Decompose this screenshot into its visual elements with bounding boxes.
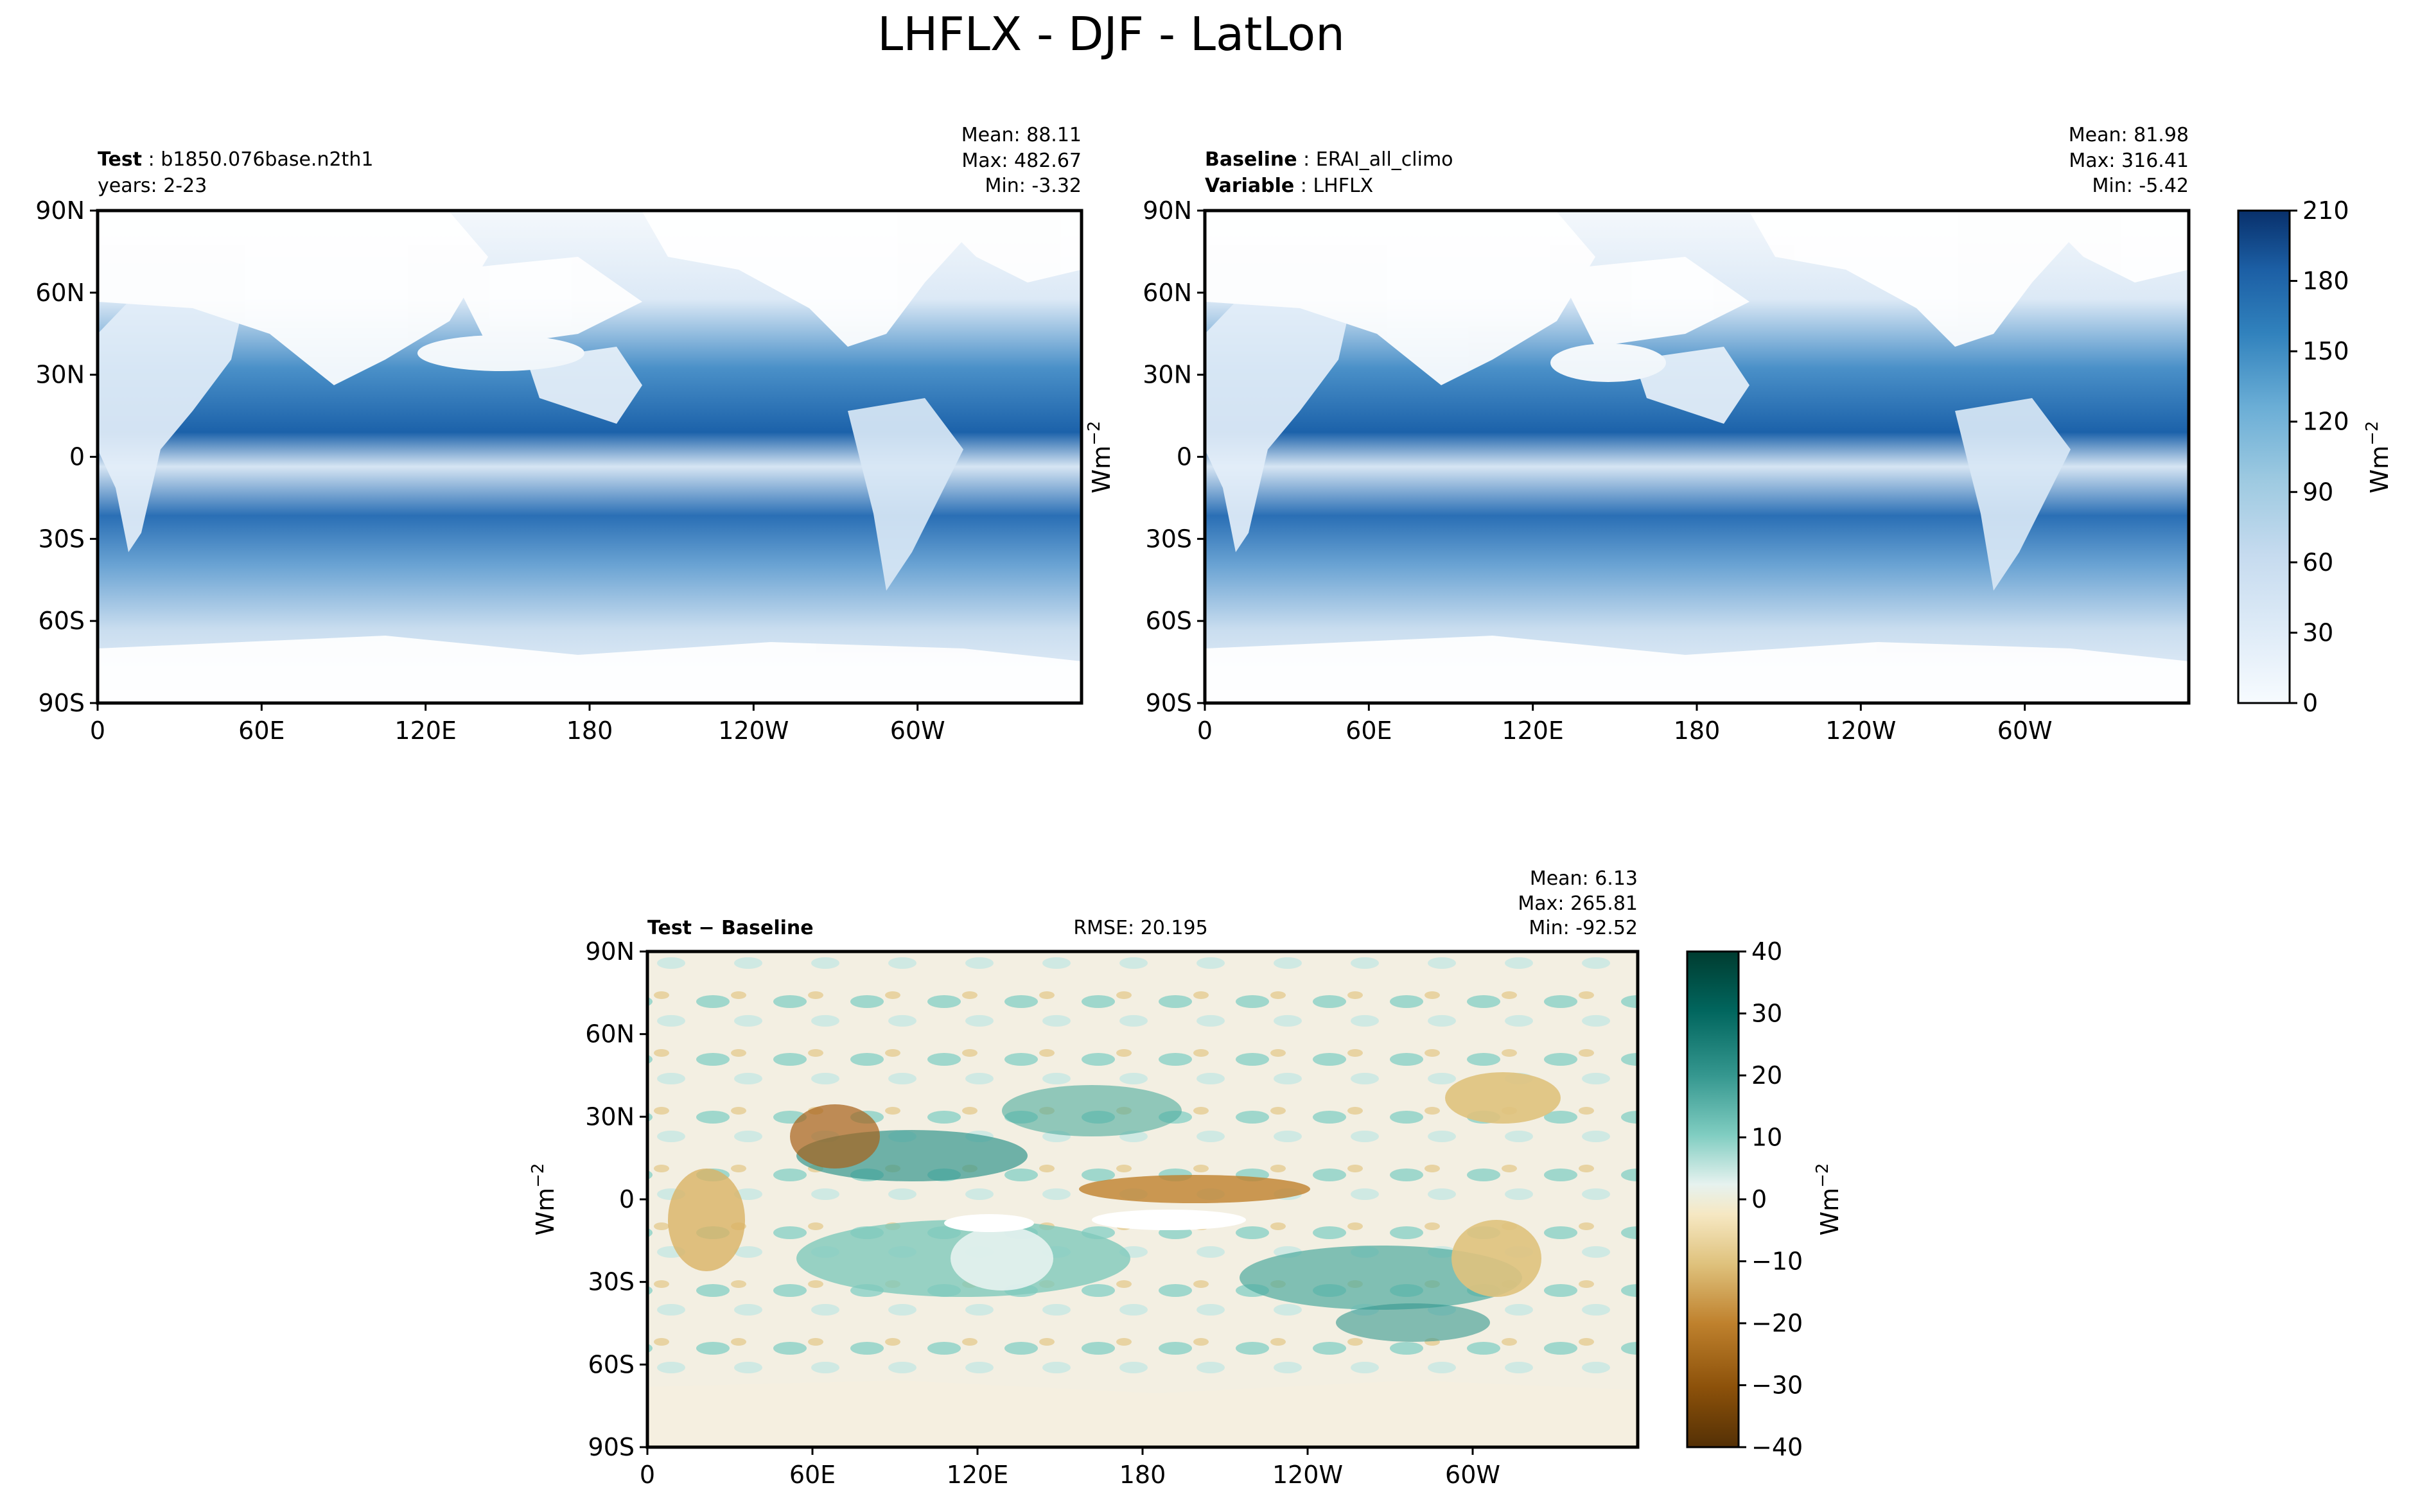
colorbar-tick-label: 30 bbox=[2302, 618, 2333, 647]
colorbar-tick-label: 20 bbox=[1751, 1061, 1782, 1090]
colorbar-tick-label: 10 bbox=[1751, 1124, 1782, 1152]
y-tick-label: 60S bbox=[588, 1350, 635, 1378]
colorbar-tick-label: −10 bbox=[1751, 1247, 1803, 1276]
test-sub-label: years: 2-23 bbox=[98, 175, 207, 197]
x-tick-label: 180 bbox=[1674, 717, 1721, 745]
figure-title: LHFLX - DJF - LatLon bbox=[877, 7, 1345, 61]
x-tick-label: 120W bbox=[1272, 1461, 1343, 1489]
y-tick-label: 30N bbox=[1143, 361, 1192, 389]
colorbar-tick-label: 30 bbox=[1751, 1000, 1782, 1028]
x-tick-label: 120E bbox=[947, 1461, 1009, 1489]
baseline-variable-value: LHFLX bbox=[1313, 175, 1373, 197]
difference-label: Test − Baseline bbox=[647, 917, 814, 939]
y-tick-label: 30S bbox=[1146, 525, 1192, 553]
brbg-colorbar-label: Wm−2 bbox=[1813, 1163, 1844, 1236]
difference-min: Min: -92.52 bbox=[1529, 917, 1638, 939]
blues-colorbar-label: Wm−2 bbox=[2363, 421, 2394, 494]
y-tick-label: 90S bbox=[588, 1433, 635, 1461]
y-tick-label: 60S bbox=[1146, 607, 1192, 635]
colorbar-tick-label: −40 bbox=[1751, 1433, 1803, 1461]
baseline-continents bbox=[1205, 212, 2189, 703]
colorbar-tick-label: 210 bbox=[2302, 196, 2349, 225]
baseline-axis-ticks: 0 60E 120E 180 120W 60W 90N 60N 30N 0 30S 60S 90S bbox=[1143, 196, 2052, 745]
colorbar-tick-label: 90 bbox=[2302, 478, 2333, 506]
difference-rmse: RMSE: 20.195 bbox=[1073, 917, 1207, 939]
test-panel: Test : b1850.076base.n2th1 years: 2-23 M… bbox=[35, 124, 1083, 745]
x-tick-label: 120E bbox=[1502, 717, 1564, 745]
baseline-variable-bold: Variable bbox=[1205, 175, 1294, 197]
difference-axis-ticks: 0 60E 120E 180 120W 60W 90N 60N 30N 0 30S 60S 90S bbox=[585, 937, 1500, 1489]
baseline-max: Max: 316.41 bbox=[2069, 150, 2189, 172]
difference-max: Max: 265.81 bbox=[1518, 892, 1638, 915]
svg-text:Baseline : ERAI_all_climo: Baseline : ERAI_all_climo bbox=[1205, 148, 1453, 171]
test-label-bold: Test bbox=[98, 148, 142, 171]
y-tick-label: 30S bbox=[588, 1268, 635, 1296]
colorbar-tick-label: 120 bbox=[2302, 408, 2349, 436]
colorbar-tick-label: 150 bbox=[2302, 337, 2349, 365]
colorbar-tick-label: 0 bbox=[2302, 689, 2318, 717]
baseline-label-value: ERAI_all_climo bbox=[1316, 148, 1453, 171]
y-tick-label: 60N bbox=[585, 1020, 635, 1048]
difference-side-unit-label: Wm−2 bbox=[529, 1163, 559, 1236]
x-tick-label: 60E bbox=[1346, 717, 1392, 745]
y-tick-label: 90N bbox=[585, 937, 635, 966]
x-tick-label: 0 bbox=[1197, 717, 1213, 745]
y-tick-label: 60N bbox=[1143, 279, 1192, 307]
y-tick-label: 90N bbox=[35, 196, 85, 225]
y-tick-label: 30N bbox=[585, 1102, 635, 1131]
test-max: Max: 482.67 bbox=[961, 150, 1082, 172]
colorbar-tick-label: 0 bbox=[1751, 1185, 1767, 1213]
y-tick-label: 0 bbox=[69, 443, 85, 471]
top-side-unit-label: Wm−2 bbox=[1085, 421, 1116, 494]
difference-mean: Mean: 6.13 bbox=[1530, 867, 1638, 890]
x-tick-label: 120W bbox=[718, 717, 789, 745]
test-label-value: b1850.076base.n2th1 bbox=[161, 148, 373, 171]
difference-panel: Test − Baseline RMSE: 20.195 Mean: 6.13 … bbox=[529, 867, 1844, 1489]
y-tick-label: 90S bbox=[1146, 689, 1192, 717]
test-mean: Mean: 88.11 bbox=[961, 124, 1082, 146]
y-tick-label: 60S bbox=[39, 607, 85, 635]
x-tick-label: 60W bbox=[1445, 1461, 1500, 1489]
x-tick-label: 60W bbox=[1997, 717, 2053, 745]
brbg-colorbar bbox=[1686, 950, 1740, 1448]
difference-anomalies bbox=[647, 1072, 1638, 1447]
y-tick-label: 0 bbox=[619, 1185, 635, 1213]
svg-text:Variable : LHFLX: Variable : LHFLX bbox=[1205, 175, 1373, 197]
brbg-colorbar-ticks: 40 30 20 10 0 −10 −20 −30 −40 bbox=[1739, 937, 1803, 1461]
colorbar-tick-label: −30 bbox=[1751, 1371, 1803, 1400]
y-tick-label: 60N bbox=[35, 279, 85, 307]
y-tick-label: 30N bbox=[35, 361, 85, 389]
x-tick-label: 60W bbox=[890, 717, 945, 745]
baseline-label-bold: Baseline bbox=[1205, 148, 1297, 171]
x-tick-label: 0 bbox=[90, 717, 105, 745]
blues-colorbar bbox=[2237, 209, 2291, 704]
colorbar-tick-label: −20 bbox=[1751, 1309, 1803, 1337]
y-tick-label: 30S bbox=[39, 525, 85, 553]
y-tick-label: 0 bbox=[1177, 443, 1192, 471]
y-tick-label: 90N bbox=[1143, 196, 1192, 225]
test-axis-ticks: 0 60E 120E 180 120W 60W 90N 60N 30N 0 30S 60S 90S bbox=[35, 196, 945, 745]
colorbar-tick-label: 60 bbox=[2302, 548, 2333, 577]
baseline-panel: Baseline : ERAI_all_climo Variable : LHF… bbox=[1143, 124, 2394, 745]
colorbar-tick-label: 40 bbox=[1751, 937, 1782, 966]
colorbar-tick-label: 180 bbox=[2302, 267, 2349, 295]
y-tick-label: 90S bbox=[39, 689, 85, 717]
x-tick-label: 120W bbox=[1825, 717, 1896, 745]
test-continents bbox=[98, 212, 1082, 703]
x-tick-label: 60E bbox=[238, 717, 285, 745]
x-tick-label: 120E bbox=[394, 717, 457, 745]
x-tick-label: 180 bbox=[1119, 1461, 1166, 1489]
baseline-min: Min: -5.42 bbox=[2092, 175, 2189, 197]
x-tick-label: 60E bbox=[789, 1461, 836, 1489]
x-tick-label: 0 bbox=[640, 1461, 655, 1489]
x-tick-label: 180 bbox=[566, 717, 613, 745]
baseline-mean: Mean: 81.98 bbox=[2069, 124, 2189, 146]
blues-colorbar-ticks: 0 30 60 90 120 150 180 210 bbox=[2290, 196, 2349, 717]
svg-text:Test : b1850.076base.n2th1: Test : b1850.076base.n2th1 bbox=[98, 148, 373, 171]
test-min: Min: -3.32 bbox=[985, 175, 1082, 197]
